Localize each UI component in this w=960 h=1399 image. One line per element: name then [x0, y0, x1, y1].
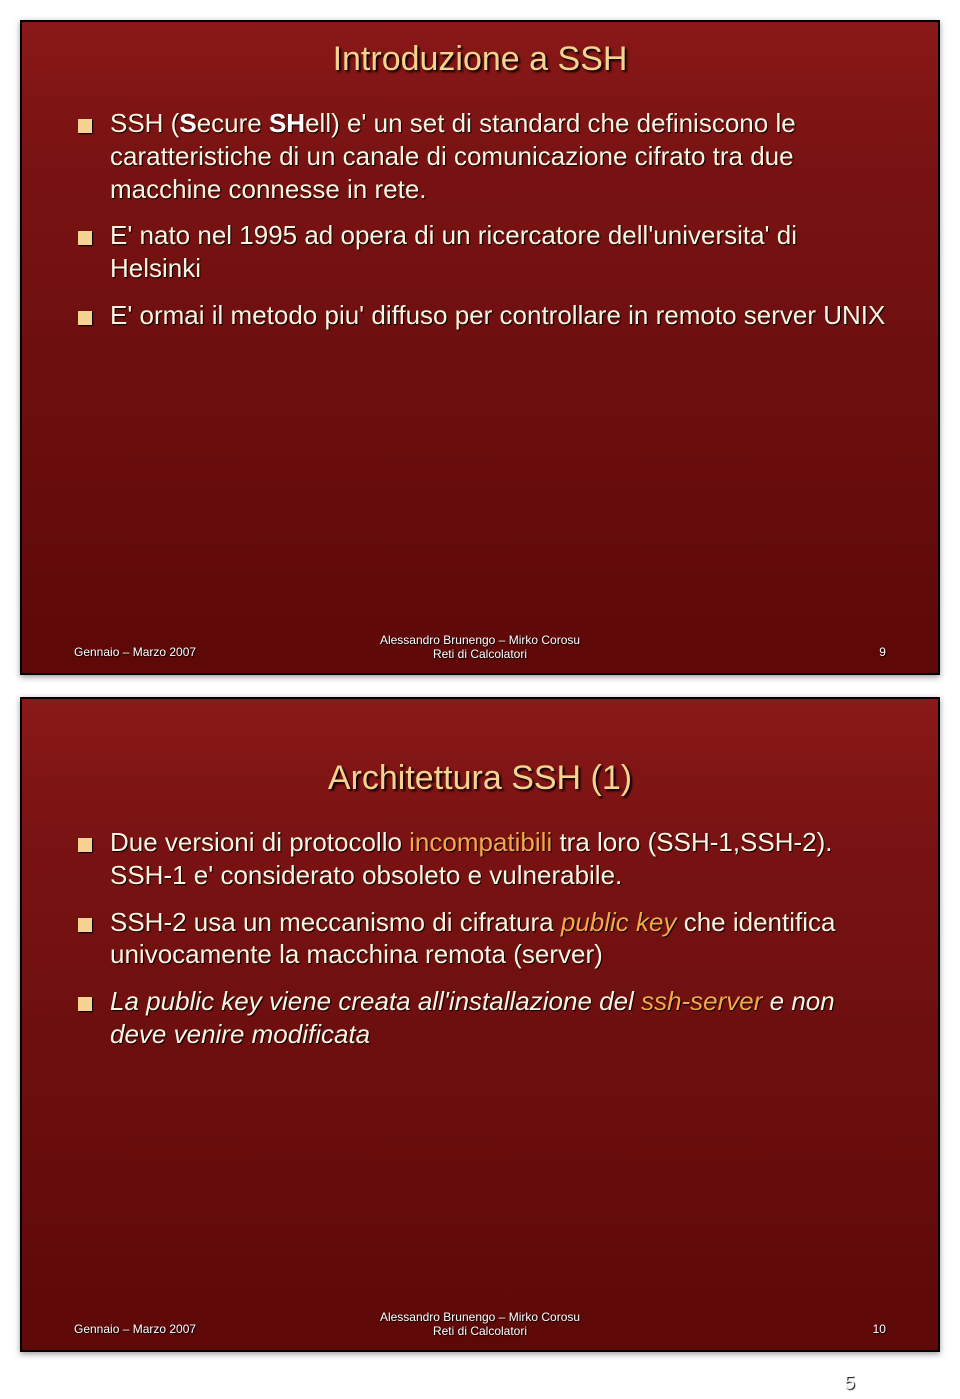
bullet-square-icon	[78, 838, 92, 852]
bullet-text: SSH-2 usa un meccanismo di cifratura pub…	[110, 906, 848, 972]
footer-slide-number: 9	[618, 645, 886, 661]
text-segment: SSH (	[110, 108, 179, 138]
footer-authors: Alessandro Brunengo – Mirko Corosu Reti …	[342, 1310, 618, 1338]
slide-2-bullets: Due versioni di protocollo incompatibili…	[72, 826, 888, 1051]
slide-1-footer: Gennaio – Marzo 2007 Alessandro Brunengo…	[22, 633, 938, 661]
text-segment: public key	[561, 907, 677, 937]
page-number: 5	[844, 1373, 855, 1395]
bullet-square-icon	[78, 311, 92, 325]
bullet-item: SSH-2 usa un meccanismo di cifratura pub…	[78, 906, 848, 972]
footer-date: Gennaio – Marzo 2007	[74, 1322, 342, 1338]
slide-2-footer: Gennaio – Marzo 2007 Alessandro Brunengo…	[22, 1310, 938, 1338]
slide-1-bullets: SSH (Secure SHell) e' un set di standard…	[72, 107, 888, 332]
footer-authors-line1: Alessandro Brunengo – Mirko Corosu	[342, 1310, 618, 1324]
bullet-text: E' nato nel 1995 ad opera di un ricercat…	[110, 219, 888, 285]
bullet-item: Due versioni di protocollo incompatibili…	[78, 826, 848, 892]
page-container: Introduzione a SSH SSH (Secure SHell) e'…	[0, 0, 960, 1384]
footer-authors-line1: Alessandro Brunengo – Mirko Corosu	[342, 633, 618, 647]
text-segment: ecure	[197, 108, 269, 138]
footer-authors-line2: Reti di Calcolatori	[342, 1324, 618, 1338]
bullet-item: E' ormai il metodo piu' diffuso per cont…	[78, 299, 888, 332]
footer-slide-number: 10	[618, 1322, 886, 1338]
bullet-square-icon	[78, 918, 92, 932]
slide-1-title: Introduzione a SSH	[333, 40, 628, 79]
slide-1-title-wrap: Introduzione a SSH	[72, 40, 888, 79]
slide-2: Architettura SSH (1) Due versioni di pro…	[20, 697, 940, 1352]
slide-2-title: Architettura SSH (1)	[328, 759, 632, 798]
bullet-item: La public key viene creata all'installaz…	[78, 985, 848, 1051]
text-segment: E' ormai il metodo piu' diffuso per cont…	[110, 300, 885, 330]
footer-date: Gennaio – Marzo 2007	[74, 645, 342, 661]
bullet-item: E' nato nel 1995 ad opera di un ricercat…	[78, 219, 888, 285]
slide-2-title-wrap: Architettura SSH (1)	[72, 759, 888, 798]
text-segment: incompatibili	[409, 827, 552, 857]
bullet-square-icon	[78, 231, 92, 245]
bullet-text: La public key viene creata all'installaz…	[110, 985, 848, 1051]
bullet-square-icon	[78, 997, 92, 1011]
text-segment: ssh-server	[641, 986, 762, 1016]
text-segment: SSH-2 usa un meccanismo di cifratura	[110, 907, 561, 937]
text-segment: S	[179, 108, 196, 138]
text-segment: E' nato nel 1995 ad opera di un ricercat…	[110, 220, 797, 283]
bullet-item: SSH (Secure SHell) e' un set di standard…	[78, 107, 888, 205]
text-segment: Due versioni di protocollo	[110, 827, 409, 857]
bullet-text: Due versioni di protocollo incompatibili…	[110, 826, 848, 892]
slide-1: Introduzione a SSH SSH (Secure SHell) e'…	[20, 20, 940, 675]
footer-authors: Alessandro Brunengo – Mirko Corosu Reti …	[342, 633, 618, 661]
text-segment: La public key viene creata all'installaz…	[110, 986, 641, 1016]
footer-authors-line2: Reti di Calcolatori	[342, 647, 618, 661]
bullet-text: SSH (Secure SHell) e' un set di standard…	[110, 107, 888, 205]
bullet-text: E' ormai il metodo piu' diffuso per cont…	[110, 299, 885, 332]
text-segment: SH	[269, 108, 305, 138]
bullet-square-icon	[78, 119, 92, 133]
